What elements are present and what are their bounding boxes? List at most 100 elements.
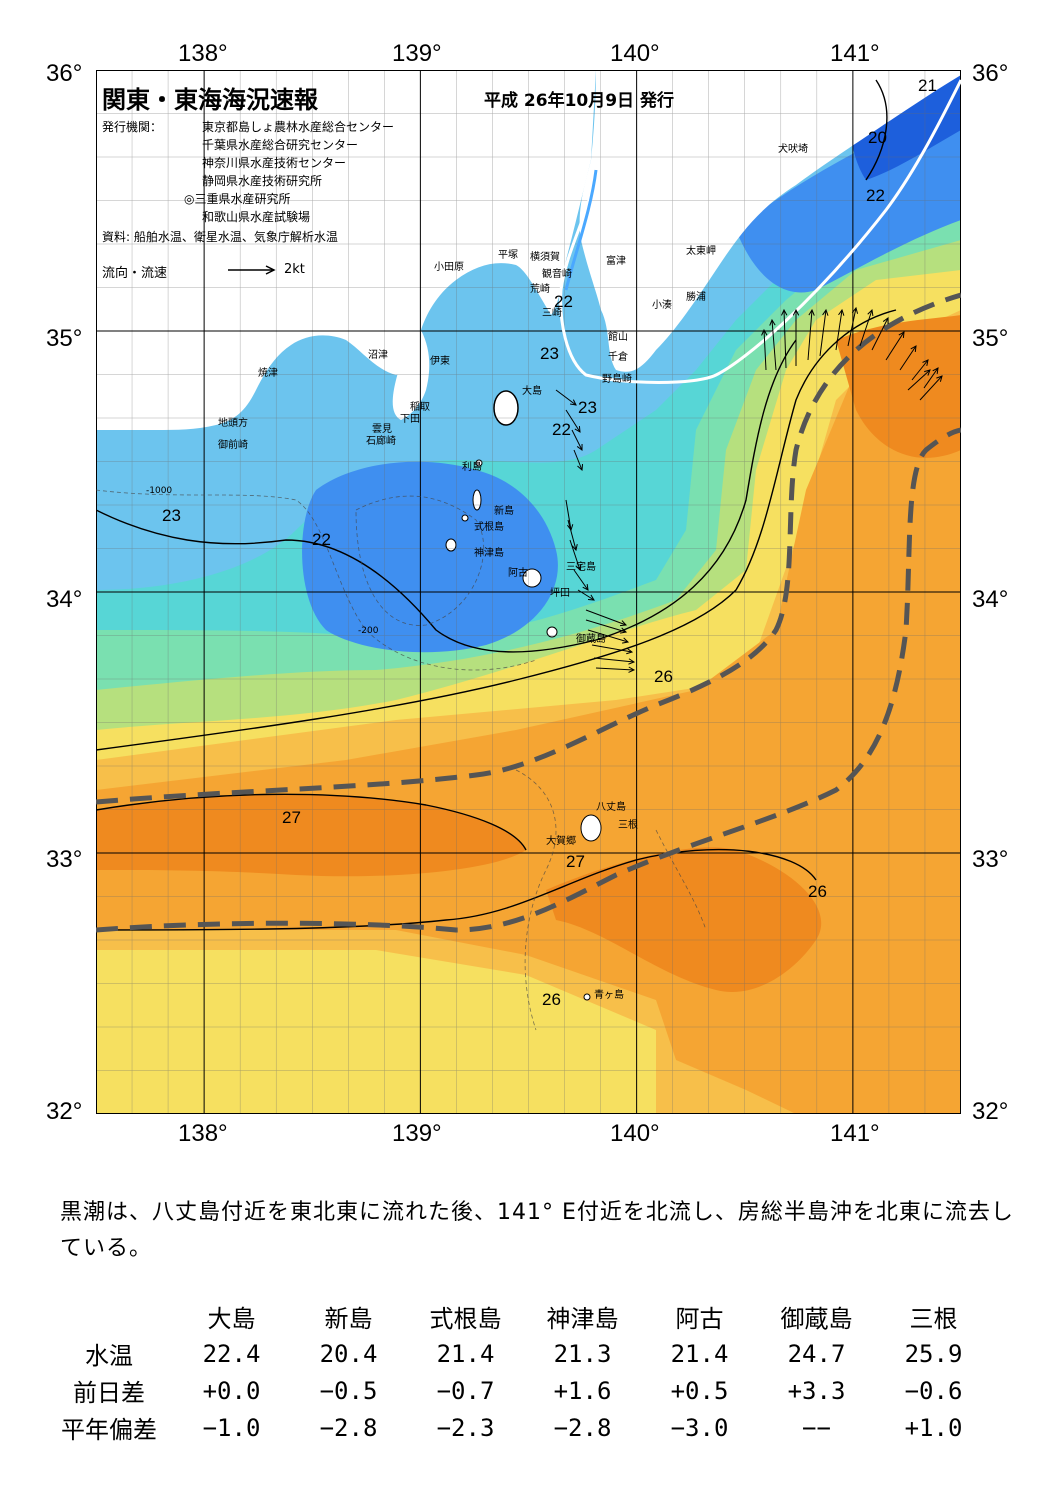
place-arasaki: 荒崎: [530, 284, 550, 295]
current-arrow: [587, 629, 629, 643]
current-arrow-head: [851, 306, 859, 314]
current-arrow: [899, 345, 917, 371]
table-cell: 21.4: [436, 1339, 495, 1368]
table-cell: −2.3: [436, 1413, 495, 1442]
island-kozushima: [445, 538, 457, 552]
isotherm-label-22-west: 22: [312, 530, 331, 549]
isotherm-label-27-hachijo: 27: [566, 852, 585, 871]
current-arrow-head: [898, 331, 905, 339]
lat-label-left-32: 32°: [46, 1098, 83, 1125]
current-arrow: [577, 589, 595, 601]
table-cell: −−: [802, 1413, 831, 1442]
place-misaki: 三崎: [542, 308, 562, 319]
major-grid-lines: [96, 70, 961, 1114]
island-temperature-table: 大島 新島 式根島 神津島 阿古 御蔵島 三根 水温 22.4 20.4 21.…: [45, 1298, 992, 1446]
publisher-1: 千葉県水産総合研究センター: [202, 138, 359, 152]
map-svg: [96, 70, 961, 1114]
table-cell: −3.0: [670, 1413, 729, 1442]
publisher-2: 神奈川県水産技術センター: [202, 156, 347, 170]
current-arrow-head: [792, 308, 800, 316]
isotherm-lines: [96, 79, 897, 931]
isotherm-20: [865, 79, 888, 181]
place-odawara: 小田原: [434, 262, 464, 273]
row-label: 平年偏差: [61, 1416, 157, 1444]
island-hachijojima: [580, 814, 602, 842]
place-omaezaki: 御前崎: [218, 440, 248, 451]
place-mikurajima: 御蔵島: [576, 634, 606, 645]
publisher-0: 東京都島しょ農林水産総合センター: [202, 120, 395, 134]
isotherm-label-27-west: 27: [282, 808, 301, 827]
place-aogashima: 青ヶ島: [594, 990, 624, 1001]
place-irozaki: 石廊崎: [366, 436, 396, 447]
place-kozushima: 神津島: [474, 548, 504, 559]
depth-1000-a: [96, 489, 537, 671]
lon-label-top-140: 140°: [610, 40, 660, 67]
place-shimoda: 下田: [400, 414, 420, 425]
current-arrow: [859, 309, 873, 347]
band-deep-orange-south: [546, 847, 822, 992]
table-cell: 25.9: [904, 1339, 963, 1368]
current-arrow-head: [620, 627, 628, 634]
island-miyakejima: [522, 568, 542, 588]
current-arrow-head: [576, 443, 583, 451]
table-cell: 21.3: [553, 1339, 612, 1368]
isotherm-label-21: 21: [918, 76, 937, 95]
current-arrow: [771, 319, 777, 371]
current-arrow: [885, 331, 905, 361]
place-kumomi: 雲見: [372, 424, 392, 435]
current-arrow: [783, 309, 787, 369]
table-cell: −0.7: [436, 1376, 495, 1405]
table-cell: 20.4: [319, 1339, 378, 1368]
isotherm-label-20: 20: [868, 128, 887, 147]
current-arrow-head: [577, 463, 584, 472]
col-ako: 阿古: [675, 1305, 724, 1333]
current-arrow: [807, 309, 813, 361]
current-arrow-head: [936, 375, 943, 382]
band-deep-orange-east: [836, 315, 961, 458]
current-arrow: [835, 309, 843, 351]
band-deep-orange-west: [96, 794, 526, 877]
depth-label-200: -200: [358, 626, 379, 636]
island-niijima: [472, 489, 482, 511]
ship-track-blue: [564, 169, 598, 291]
current-arrow-head: [924, 369, 931, 376]
depth-label-1000: -1000: [146, 486, 173, 496]
table-cell: +0.0: [202, 1376, 261, 1405]
isotherm-label-26-south: 26: [542, 990, 561, 1009]
current-arrow: [565, 409, 581, 433]
col-kozushima: 神津島: [546, 1305, 619, 1333]
place-numazu: 沼津: [368, 350, 388, 361]
place-hachijojima: 八丈島: [596, 802, 626, 813]
publisher-4: ◎三重県水産研究所: [184, 192, 291, 206]
table-cell: 22.4: [202, 1339, 261, 1368]
table-cell: +3.3: [787, 1376, 846, 1405]
current-arrow: [555, 389, 577, 406]
current-arrow: [565, 499, 572, 531]
place-katsuura: 勝浦: [686, 292, 706, 303]
island-oshima: [493, 390, 519, 426]
map-border: [96, 70, 961, 1114]
lon-label-bottom-138: 138°: [178, 1120, 228, 1147]
current-arrow-head: [587, 594, 595, 601]
col-mitsune: 三根: [909, 1305, 958, 1333]
lon-label-top-138: 138°: [178, 40, 228, 67]
kuroshio-axis: [96, 292, 961, 933]
current-arrow-head: [882, 317, 889, 325]
current-arrow: [585, 619, 627, 633]
current-arrow: [595, 667, 635, 671]
depth-1000-b: [515, 769, 557, 1031]
lat-label-right-33: 33°: [972, 846, 1009, 873]
land-boso: [579, 70, 961, 372]
current-arrow-head: [571, 544, 578, 552]
table-cell: −2.8: [319, 1413, 378, 1442]
place-niijima: 新島: [494, 506, 514, 517]
lat-label-right-36: 36°: [972, 60, 1009, 87]
place-ito: 伊東: [430, 356, 450, 367]
table-cell: 24.7: [787, 1339, 846, 1368]
current-arrow: [819, 309, 827, 357]
lat-label-left-36: 36°: [46, 60, 83, 87]
col-oshima: 大島: [207, 1305, 256, 1333]
isotherm-label-22-oshima: 22: [552, 420, 571, 439]
current-arrow-head: [781, 308, 788, 316]
sea-temperature-map: 関東・東海海況速報 平成 26年10月9日 発行 発行機関： 東京都島しょ農林水…: [96, 70, 961, 1114]
